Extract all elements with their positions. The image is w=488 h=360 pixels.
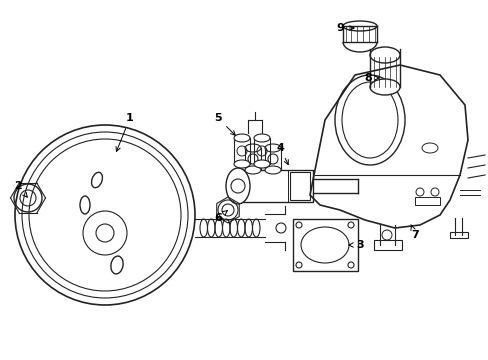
Text: 4: 4 [276, 143, 288, 165]
Bar [449, 232, 467, 238]
Text: 1: 1 [116, 113, 134, 152]
Ellipse shape [225, 168, 249, 204]
Ellipse shape [369, 47, 399, 63]
Ellipse shape [253, 134, 269, 142]
Bar [238, 170, 312, 202]
Ellipse shape [244, 144, 261, 152]
Ellipse shape [234, 134, 249, 142]
Text: 3: 3 [348, 240, 363, 250]
Text: 5: 5 [214, 113, 235, 135]
Bar [373, 240, 401, 250]
Text: 2: 2 [14, 181, 27, 197]
Bar [244, 148, 261, 170]
Ellipse shape [264, 144, 281, 152]
Text: 6: 6 [214, 211, 227, 223]
Bar [292, 219, 357, 271]
Ellipse shape [253, 160, 269, 168]
Text: 9: 9 [335, 23, 353, 33]
Bar [414, 197, 439, 205]
Bar [289, 172, 309, 200]
Ellipse shape [234, 160, 249, 168]
Ellipse shape [342, 21, 376, 31]
Bar [253, 138, 269, 164]
Ellipse shape [244, 166, 261, 174]
Ellipse shape [264, 166, 281, 174]
Text: 7: 7 [410, 225, 418, 240]
Ellipse shape [369, 79, 399, 95]
Text: 8: 8 [364, 73, 378, 83]
Bar [264, 148, 281, 170]
Bar [234, 138, 249, 164]
